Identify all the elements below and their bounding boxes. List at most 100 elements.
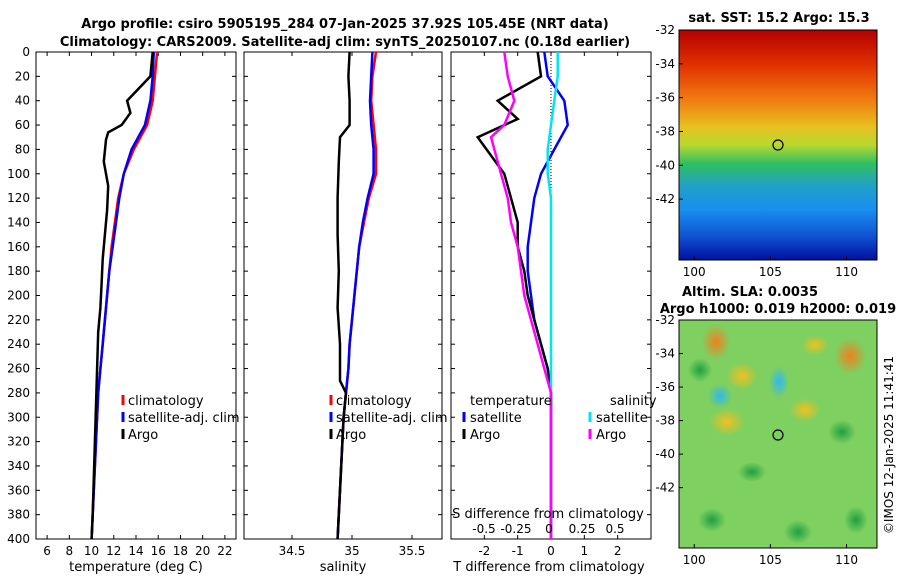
depth-tick-label: 240 [7,337,30,351]
difference-xlabel: T difference from climatology [452,560,645,575]
x-tick-label: 20 [195,544,210,558]
credit-text: ©IMOS 12-Jan-2025 11:41:41 [882,356,896,534]
lon-tick-label: 100 [683,265,706,279]
salinity-legend: climatology satellite-adj. clim Argo [329,394,448,443]
lat-tick-label: -32 [655,23,675,37]
depth-tick-label: 200 [7,289,30,303]
x-tick-label: 18 [173,544,188,558]
legend-label: Argo [596,428,626,443]
x-tick-label: 6 [43,544,51,558]
series-line-argo [90,51,154,540]
depth-tick-label: 180 [7,264,30,278]
series-line-argo-s- [489,51,553,539]
depth-tick-label: 100 [7,167,30,181]
lat-tick-label: -40 [655,447,675,461]
legend-label: climatology [128,394,204,409]
legend-label: satellite [596,411,648,426]
s-tick-label: 0 [545,522,553,536]
sla-map-features [688,324,868,544]
s-tick-label: 0.5 [605,522,624,536]
series-line-argo [336,51,351,540]
difference-legend: temperature satellite Argo salinity sate… [462,394,657,443]
lat-tick-label: -38 [655,414,675,428]
depth-tick-label: 120 [7,191,30,205]
legend-label: climatology [336,394,412,409]
salinity-xlabel: salinity [320,560,367,575]
legend-title-salinity: salinity [610,394,657,409]
legend-label: satellite-adj. clim [128,411,240,426]
x-tick-label: 35.5 [399,544,426,558]
x-tick-label: -1 [512,544,524,558]
lon-tick-label: 110 [835,553,858,567]
s-tick-label: 0.25 [569,522,596,536]
depth-tick-label: 340 [7,459,30,473]
depth-tick-label: 160 [7,240,30,254]
temperature-legend: climatology satellite-adj. clim Argo [121,394,240,443]
x-tick-label: 1 [581,544,589,558]
sst-map-axes: -32 -34 -36 -38 -40 -42 100 105 110 [655,23,858,279]
s-difference-label: S difference from climatology [452,507,644,522]
x-tick-label: 35 [344,544,359,558]
sla-map-title-line1: Altim. SLA: 0.0035 [682,285,818,300]
depth-tick-label: 80 [15,142,30,156]
legend-label: satellite-adj. clim [336,411,448,426]
lat-tick-label: -42 [655,192,675,206]
x-tick-label: 8 [66,544,74,558]
lat-tick-label: -34 [655,347,675,361]
legend-label: Argo [128,428,158,443]
sst-map-title: sat. SST: 15.2 Argo: 15.3 [688,11,869,26]
depth-tick-label: 140 [7,215,30,229]
legend-label: Argo [470,428,500,443]
sla-map-frame [678,319,878,549]
depth-tick-label: 280 [7,386,30,400]
x-tick-label: 22 [217,544,232,558]
lat-tick-label: -32 [655,313,675,327]
series-line-satellite-s- [546,52,559,539]
x-axes: 6 8 10 12 14 16 18 20 22 34.5 35 35.5 -2 -1 0 1 2 [43,52,621,558]
depth-tick-label: 220 [7,313,30,327]
x-tick-label: 0 [547,544,555,558]
salinity-panel [243,51,443,540]
lat-tick-label: -40 [655,158,675,172]
series-line-satellite-t- [526,51,569,539]
sst-map-image [679,30,877,260]
depth-tick-label: 20 [15,69,30,83]
title-line1: Argo profile: csiro 5905195_284 07-Jan-2… [81,17,608,32]
lon-tick-label: 110 [835,265,858,279]
depth-tick-label: 300 [7,410,30,424]
lat-tick-label: -42 [655,481,675,495]
x-tick-label: 10 [84,544,99,558]
depth-tick-label: 380 [7,508,30,522]
sst-argo-marker [772,139,784,151]
depth-tick-label: 400 [7,532,30,546]
lon-tick-label: 100 [683,553,706,567]
depth-axis: 0 20 40 60 80 100 120 140 160 180 200 220 240 260 280 3… [7,45,651,546]
depth-tick-label: 320 [7,435,30,449]
lon-tick-label: 105 [759,265,782,279]
lat-tick-label: -38 [655,124,675,138]
s-tick-label: -0.5 [472,522,495,536]
title-line2: Climatology: CARS2009. Satellite-adj cli… [60,35,630,50]
x-tick-label: 12 [106,544,121,558]
x-tick-label: 14 [128,544,143,558]
lat-tick-label: -36 [655,380,675,394]
series-line-satellite-adj-clim [336,51,375,540]
lon-tick-label: 105 [759,553,782,567]
series-line-argo-t- [475,51,553,539]
temperature-panel [35,51,237,540]
legend-label: satellite [470,411,522,426]
lat-tick-label: -36 [655,91,675,105]
depth-tick-label: 0 [22,45,30,59]
x-tick-label: 16 [151,544,166,558]
s-difference-ticks: -0.5 -0.25 0 0.25 0.5 [472,522,624,536]
x-tick-label: 34.5 [279,544,306,558]
sst-map-frame [678,29,878,261]
legend-title-temperature: temperature [470,394,552,409]
depth-tick-label: 40 [15,94,30,108]
lat-tick-label: -34 [655,57,675,71]
x-tick-label: 2 [614,544,622,558]
profile-lines [90,51,569,540]
temperature-xlabel: temperature (deg C) [69,560,203,575]
sla-map-axes: -32 -34 -36 -38 -40 -42 100 105 110 [655,313,858,567]
